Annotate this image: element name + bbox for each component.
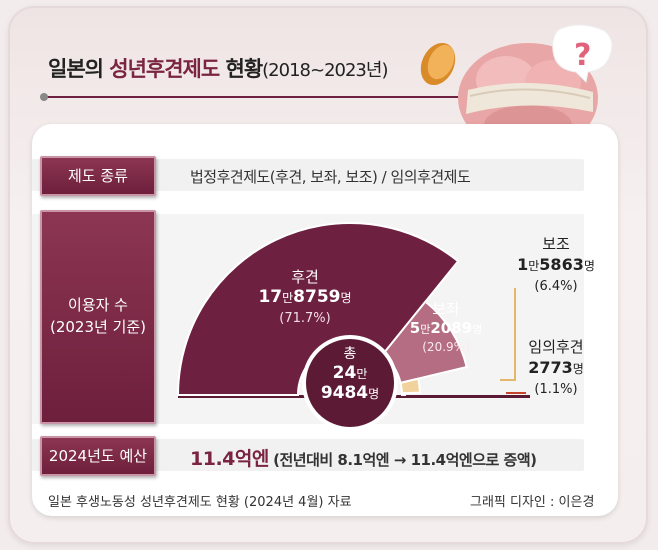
type-label-text: 제도 종류 [68, 167, 128, 185]
svg-text:?: ? [574, 38, 591, 73]
source-note: 일본 후생노동성 성년후견제도 현황 (2024년 4월) 자료 [48, 495, 352, 510]
users-label-line1: 이용자 수 [68, 296, 128, 314]
label-percent-0: (71.7%) [279, 311, 330, 326]
type-label: 제도 종류 [40, 156, 156, 196]
slice-3 [400, 392, 407, 396]
total-disk [302, 335, 398, 431]
title-years: (2018~2023년) [262, 60, 388, 81]
total-label: 총 [344, 346, 357, 362]
title-highlight: 성년후견제도 [109, 57, 220, 81]
label-name-0: 후견 [291, 268, 319, 286]
budget-detail: (전년대비 8.1억엔 → 11.4억엔으로 증액) [273, 451, 537, 469]
label-name-2: 보조 [542, 235, 570, 253]
title-underline-pin [40, 93, 458, 101]
graphic-credit: 그래픽 디자인 : 이은경 [470, 495, 595, 510]
label-percent-1: (20.9%) [422, 340, 469, 354]
label-count-2: 1만5863명 [517, 255, 595, 274]
budget-value: 11.4억엔 (전년대비 8.1억엔 → 11.4억엔으로 증액) [190, 444, 537, 471]
label-percent-2: (6.4%) [534, 279, 577, 294]
title-prefix: 일본의 [48, 57, 104, 81]
title-suffix: 현황 [225, 57, 264, 81]
page-title: 일본의 성년후견제도 현황(2018~2023년) [48, 53, 388, 83]
users-label-line2: (2023년 기준) [49, 318, 147, 336]
label-name-1: 보좌 [432, 300, 460, 318]
budget-label-text: 2024년도 예산 [48, 447, 148, 465]
total-line1: 24만 [333, 363, 368, 383]
budget-label: 2024년도 예산 [40, 436, 156, 476]
type-value: 법정후견제도(후견, 보좌, 보조) / 임의후견제도 [190, 168, 471, 186]
label-percent-3: (1.1%) [534, 382, 577, 397]
users-label: 이용자 수 (2023년 기준) [40, 210, 156, 424]
label-name-3: 임의후견 [528, 338, 583, 356]
total-line2: 9484명 [321, 383, 379, 403]
budget-amount: 11.4억엔 [190, 448, 269, 470]
question-mark-icon: ? [552, 24, 613, 84]
leader-line-2 [500, 288, 516, 381]
coin-icon [420, 42, 456, 86]
label-count-3: 2773명 [528, 358, 584, 377]
label-count-0: 17만8759명 [258, 287, 351, 307]
label-count-1: 5만2089명 [410, 319, 482, 337]
